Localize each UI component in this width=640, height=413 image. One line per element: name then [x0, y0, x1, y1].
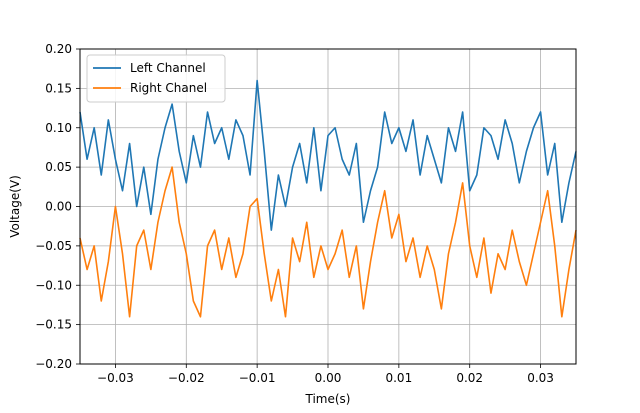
y-tick-label: 0.15 — [45, 81, 72, 95]
x-tick-label: 0.03 — [527, 371, 554, 385]
y-tick-label: 0.10 — [45, 121, 72, 135]
x-tick-label: −0.03 — [97, 371, 134, 385]
legend-box — [86, 54, 226, 103]
y-tick-label: −0.05 — [35, 239, 72, 253]
legend-label: Left Channel — [130, 61, 206, 75]
x-tick-label: 0.02 — [456, 371, 483, 385]
legend-label: Right Chanel — [130, 81, 207, 95]
y-axis-label: Voltage(V) — [8, 175, 22, 238]
y-tick-label: −0.20 — [35, 357, 72, 371]
x-tick-label: −0.02 — [168, 371, 205, 385]
y-tick-label: 0.20 — [45, 42, 72, 56]
legend: Left Channel Right Chanel — [86, 54, 226, 103]
series-line — [79, 79, 577, 231]
x-tick-label: 0.00 — [315, 371, 342, 385]
y-tick-label: −0.10 — [35, 278, 72, 292]
series-line — [79, 166, 577, 318]
series-lines — [79, 79, 577, 318]
x-axis-ticks: −0.03 −0.02 −0.01 0.00 0.01 0.02 0.03 — [97, 364, 554, 385]
x-tick-label: 0.01 — [385, 371, 412, 385]
y-tick-label: 0.05 — [45, 160, 72, 174]
y-tick-label: −0.15 — [35, 318, 72, 332]
y-axis-ticks: −0.20 −0.15 −0.10 −0.05 0.00 0.05 0.10 0.15 0.20 — [35, 42, 80, 371]
y-tick-label: 0.00 — [45, 200, 72, 214]
x-tick-label: −0.01 — [239, 371, 276, 385]
x-axis-label: Time(s) — [305, 392, 351, 406]
